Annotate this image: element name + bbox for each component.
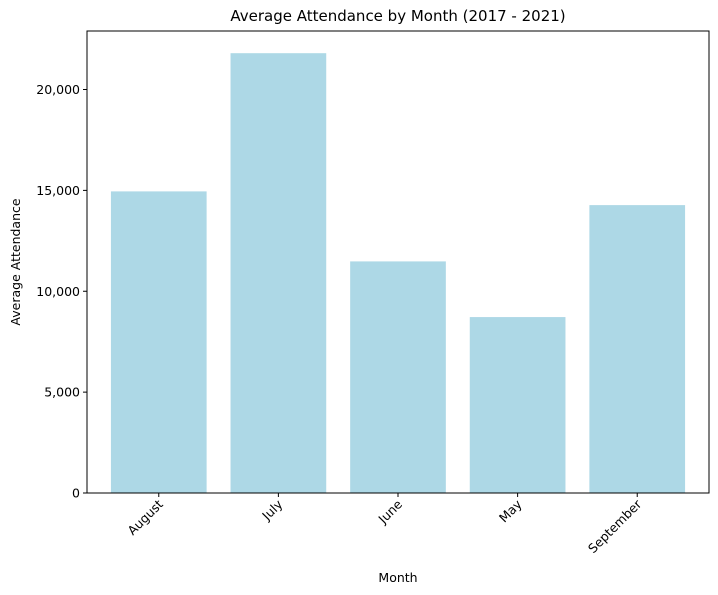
bars-group	[110, 53, 686, 493]
x-tick-label: June	[375, 496, 406, 527]
y-tick-label: 15,000	[36, 183, 80, 198]
y-axis: 0 5,000 10,000 15,000 20,000	[36, 82, 87, 501]
x-axis-label: Month	[378, 570, 417, 585]
y-tick-label: 0	[72, 486, 80, 501]
y-axis-label: Average Attendance	[8, 198, 23, 325]
x-tick-label: May	[496, 496, 525, 525]
bar-may	[469, 317, 566, 493]
bar-june	[350, 261, 446, 493]
y-tick-label: 5,000	[44, 385, 80, 400]
bar-july	[230, 53, 327, 493]
bar-september	[589, 205, 686, 493]
bar-august	[110, 191, 207, 493]
y-tick-label: 10,000	[36, 284, 80, 299]
chart-title: Average Attendance by Month (2017 - 2021…	[230, 7, 565, 25]
x-tick-label: July	[258, 496, 286, 524]
y-tick-label: 20,000	[36, 82, 80, 97]
x-tick-label: September	[585, 496, 645, 556]
x-axis: August July June May September	[124, 493, 645, 556]
x-tick-label: August	[124, 496, 166, 538]
